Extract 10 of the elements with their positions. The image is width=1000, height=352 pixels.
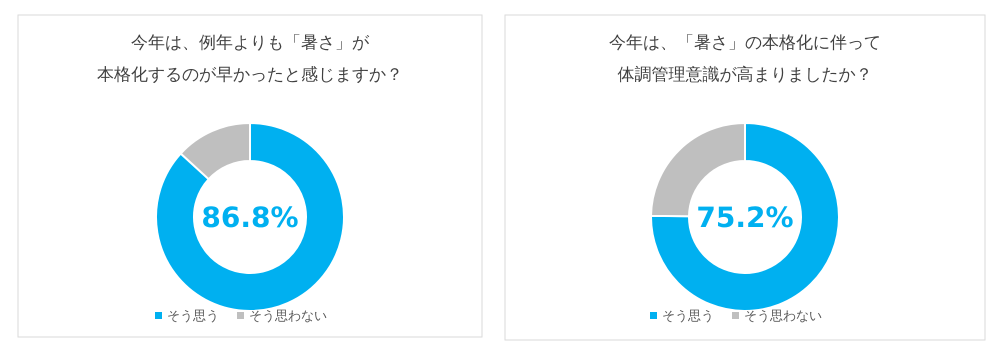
- chart-subtitle: 本格化するのが早かったと感じますか？: [97, 65, 403, 85]
- chart-title: 今年は、例年よりも「暑さ」が: [131, 33, 370, 53]
- text: 86.8%: [201, 201, 299, 234]
- legend-label: そう思わない: [744, 309, 822, 324]
- legend-label: そう思う: [167, 309, 219, 324]
- legend-label: そう思わない: [249, 309, 327, 324]
- legend-label: そう思う: [662, 309, 714, 324]
- chart-title: 今年は、「暑さ」の本格化に伴って: [609, 33, 881, 53]
- text: 75.2%: [696, 201, 794, 234]
- chart-subtitle: 体調管理意識が高まりましたか？: [618, 65, 872, 85]
